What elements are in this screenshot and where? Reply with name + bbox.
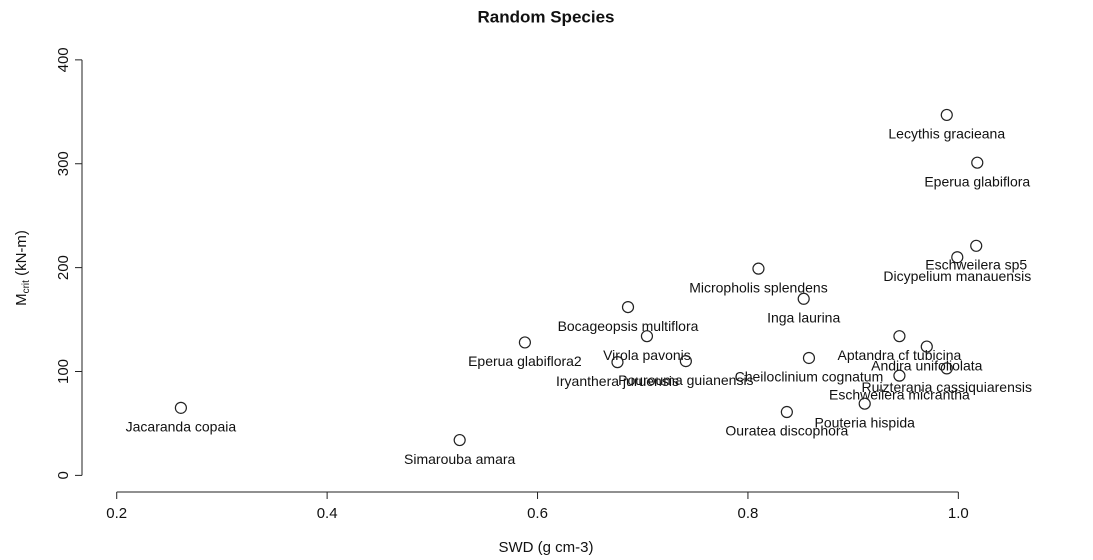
y-tick-label: 100	[55, 359, 72, 384]
point-label: Micropholis splendens	[689, 279, 828, 295]
point	[611, 356, 624, 369]
y-tick-label: 0	[55, 471, 72, 479]
x-tick-label: 0.6	[527, 505, 548, 522]
point-label: Jacaranda copaia	[126, 419, 237, 435]
point-label: Inga laurina	[767, 309, 840, 325]
x-tick-label: 0.2	[106, 505, 127, 522]
y-axis-label: Mcrit (kN-m)	[13, 230, 32, 306]
point	[621, 300, 635, 314]
point	[780, 405, 793, 419]
point	[174, 401, 187, 414]
point-label: Ruizterania cassiquiarensis	[862, 379, 1032, 395]
chart-title: Random Species	[478, 7, 615, 26]
point	[970, 239, 983, 252]
point-label: Eperua glabiflora	[924, 173, 1030, 189]
point	[640, 330, 654, 343]
point	[797, 292, 810, 305]
point	[752, 262, 765, 275]
point-label: Pouteria hispida	[815, 414, 916, 430]
point-label: Iryanthera juruensis	[556, 373, 679, 389]
point-label: Eperua glabiflora2	[468, 353, 582, 369]
y-tick-label: 400	[55, 47, 72, 72]
point	[920, 340, 933, 353]
x-axis-label: SWD (g cm-3)	[499, 539, 594, 556]
point-label: Cheiloclinium cognatum	[735, 369, 884, 385]
point	[893, 369, 906, 382]
point-label: Andira unifoliolata	[871, 357, 983, 373]
y-label-main: M	[13, 293, 30, 306]
point	[453, 433, 466, 447]
point	[802, 351, 816, 365]
point-label: Virola pavonis	[603, 347, 691, 363]
point-label: Lecythis gracieana	[888, 126, 1005, 142]
y-label-sub: crit	[21, 280, 32, 294]
point-label: Ouratea discophora	[725, 423, 848, 439]
point-label: Eschweilera sp5	[925, 257, 1027, 273]
point	[971, 156, 984, 169]
y-label-rest: (kN-m)	[13, 230, 30, 280]
point-label: Simarouba amara	[404, 451, 515, 467]
x-tick-label: 1.0	[948, 505, 969, 522]
point	[940, 108, 953, 122]
point	[679, 355, 692, 368]
y-tick-label: 300	[55, 151, 72, 176]
point	[858, 397, 871, 410]
point	[893, 330, 906, 343]
point-label: Pourouma guianensis	[618, 372, 753, 388]
x-tick-label: 0.4	[317, 505, 338, 522]
x-tick-label: 0.8	[738, 505, 759, 522]
y-tick-label: 200	[55, 255, 72, 280]
point	[940, 362, 953, 375]
point-label: Dicypelium manauensis	[883, 268, 1031, 284]
point-label: Bocageopsis multiflora	[558, 318, 699, 334]
point	[951, 251, 964, 264]
point	[518, 336, 532, 349]
